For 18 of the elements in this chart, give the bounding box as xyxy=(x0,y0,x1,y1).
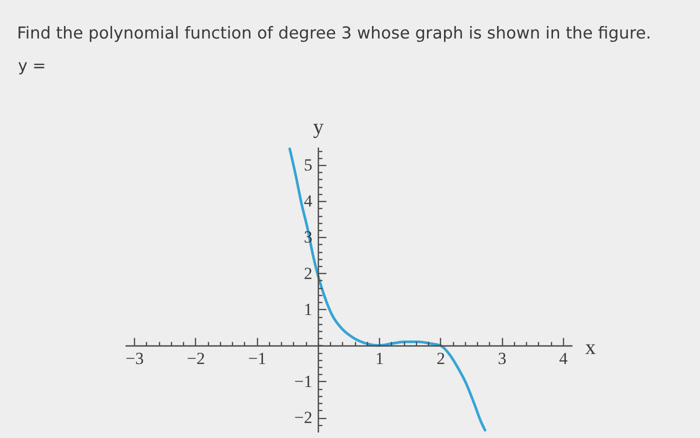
y-axis-title: y xyxy=(313,114,324,138)
x-tick-label: 4 xyxy=(559,348,568,368)
y-tick-label: −1 xyxy=(294,372,312,391)
x-tick-label: −3 xyxy=(126,348,144,368)
y-tick-label: 4 xyxy=(304,192,313,211)
x-tick-label: −2 xyxy=(186,348,205,368)
x-axis-title: x xyxy=(585,334,596,359)
x-tick-label: 3 xyxy=(498,348,506,368)
x-tick-label: 1 xyxy=(375,348,384,368)
text: y = xyxy=(18,56,46,75)
y-tick-label: −2 xyxy=(294,408,312,428)
y-tick-label: 2 xyxy=(304,264,312,283)
y-tick-label: 5 xyxy=(304,156,312,175)
line-series xyxy=(288,148,486,432)
x-tick-label: 2 xyxy=(436,348,446,368)
chart-title: Find the polynomial function of degree 3 whose graph is shown in the figure. xyxy=(17,24,652,42)
x-tick-label: −1 xyxy=(248,348,266,368)
y-tick-label: 1 xyxy=(304,300,312,319)
